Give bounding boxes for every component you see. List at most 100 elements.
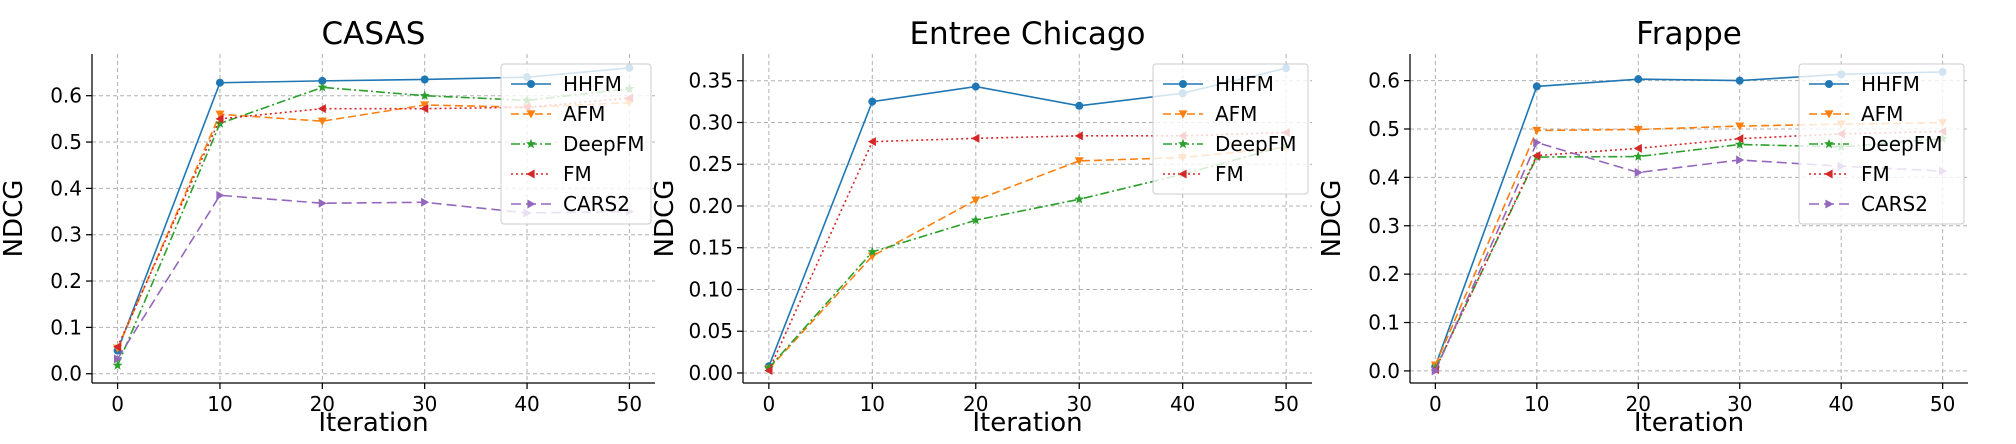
y-tick-label: 0.05 (688, 319, 733, 343)
legend-label: FM (1215, 162, 1244, 186)
x-tick-label: 10 (860, 392, 885, 416)
x-axis-label: Iteration (318, 408, 428, 438)
legend: HHFM AFM DeepFM FM CARS2 (500, 63, 652, 225)
y-tick-label: 0.35 (688, 69, 733, 93)
y-tick-label: 0.10 (688, 277, 733, 301)
legend-marker (1824, 138, 1834, 149)
x-tick-label: 20 (963, 392, 988, 416)
y-axis-label: NDCG (0, 180, 29, 258)
data-point (867, 137, 876, 147)
data-point (764, 365, 773, 375)
y-tick-label: 0.25 (688, 152, 733, 176)
data-point (318, 198, 327, 208)
legend-label: HHFM (1215, 72, 1274, 96)
y-axis-label: NDCG (650, 180, 680, 258)
y-tick-label: 0.6 (50, 84, 82, 108)
y-tick-label: 0.5 (50, 130, 82, 154)
x-tick-label: 30 (1727, 392, 1752, 416)
data-point (1533, 138, 1542, 148)
legend-label: AFM (1861, 102, 1903, 126)
data-point (112, 360, 123, 370)
legend: HHFM AFM DeepFM FM CARS2 (1798, 63, 1965, 225)
legend-marker (1178, 169, 1187, 179)
legend-label: FM (1861, 162, 1890, 186)
legend-label: HHFM (563, 72, 622, 96)
y-tick-label: 0.4 (1368, 165, 1400, 189)
x-tick-label: 40 (514, 392, 539, 416)
legend-label: HHFM (1861, 72, 1920, 96)
data-point (113, 342, 122, 352)
legend-frame (1152, 63, 1309, 195)
y-tick-label: 0.2 (50, 269, 82, 293)
x-tick-label: 20 (310, 392, 335, 416)
data-point (1532, 151, 1541, 161)
y-tick-label: 0.0 (1368, 359, 1400, 383)
y-tick-label: 0.1 (50, 315, 82, 339)
legend-marker (1825, 80, 1833, 88)
y-tick-label: 0.0 (50, 362, 82, 386)
x-tick-label: 10 (207, 392, 232, 416)
x-tick-label: 50 (617, 392, 642, 416)
legend-marker (1178, 110, 1188, 119)
legend-marker (527, 80, 535, 88)
legend-frame (500, 63, 652, 225)
data-point (868, 97, 877, 106)
legend-frame (1798, 63, 1965, 225)
y-tick-label: 0.4 (50, 176, 82, 200)
legend-marker (1824, 169, 1833, 179)
y-tick-label: 0.5 (1368, 117, 1400, 141)
x-tick-label: 0 (762, 392, 775, 416)
data-point (420, 104, 429, 114)
x-axis-label: Iteration (1634, 408, 1744, 438)
legend-label: CARS2 (563, 192, 630, 216)
data-point (1735, 122, 1745, 131)
data-point (1634, 75, 1643, 84)
data-point (215, 78, 224, 87)
chart-panel-1: 0 10 20 30 40 50 0.00 0.05 0.10 0.15 0.20 0.25 0.30 0… (650, 16, 1312, 438)
data-point (317, 117, 327, 126)
x-tick-label: 20 (1626, 392, 1651, 416)
x-tick-label: 50 (1273, 392, 1298, 416)
y-tick-label: 0.20 (688, 194, 733, 218)
data-point (1735, 76, 1744, 85)
data-point (1075, 101, 1084, 110)
y-tick-label: 0.1 (1368, 311, 1400, 335)
y-tick-label: 0.3 (50, 223, 82, 247)
y-axis-label: NDCG (1317, 180, 1347, 258)
data-point (215, 118, 225, 128)
data-point (1431, 366, 1440, 376)
legend-label: AFM (563, 102, 605, 126)
data-point (971, 133, 980, 143)
data-point (215, 110, 225, 119)
chart-panel-0: 0 10 20 30 40 50 0.0 0.1 0.2 0.3 0.4 0.5 0.6 CASAS Ite… (0, 16, 655, 438)
data-point (317, 82, 328, 92)
data-point (421, 197, 430, 207)
legend-marker (1825, 199, 1834, 209)
data-point (420, 75, 429, 84)
x-tick-label: 30 (1067, 392, 1092, 416)
data-point (1734, 139, 1745, 149)
y-tick-label: 0.00 (688, 361, 733, 385)
data-point (763, 362, 774, 373)
legend-marker (1824, 110, 1834, 119)
legend-label: DeepFM (1215, 132, 1296, 156)
data-point (971, 196, 981, 205)
data-point (420, 101, 430, 110)
x-tick-label: 30 (412, 392, 437, 416)
data-point (1074, 157, 1084, 166)
legend-marker (1178, 138, 1188, 149)
series-line (768, 131, 1287, 371)
legend-marker (526, 169, 535, 179)
data-point (1633, 143, 1642, 153)
data-point (317, 104, 326, 114)
data-point (216, 190, 225, 200)
data-point (1633, 125, 1643, 134)
legend-label: DeepFM (1861, 132, 1942, 156)
legend-marker (527, 199, 536, 209)
x-tick-label: 10 (1524, 392, 1549, 416)
series-line (768, 146, 1287, 370)
data-point (1532, 126, 1542, 135)
data-point (1735, 134, 1744, 144)
chart-title: Entree Chicago (909, 16, 1145, 52)
